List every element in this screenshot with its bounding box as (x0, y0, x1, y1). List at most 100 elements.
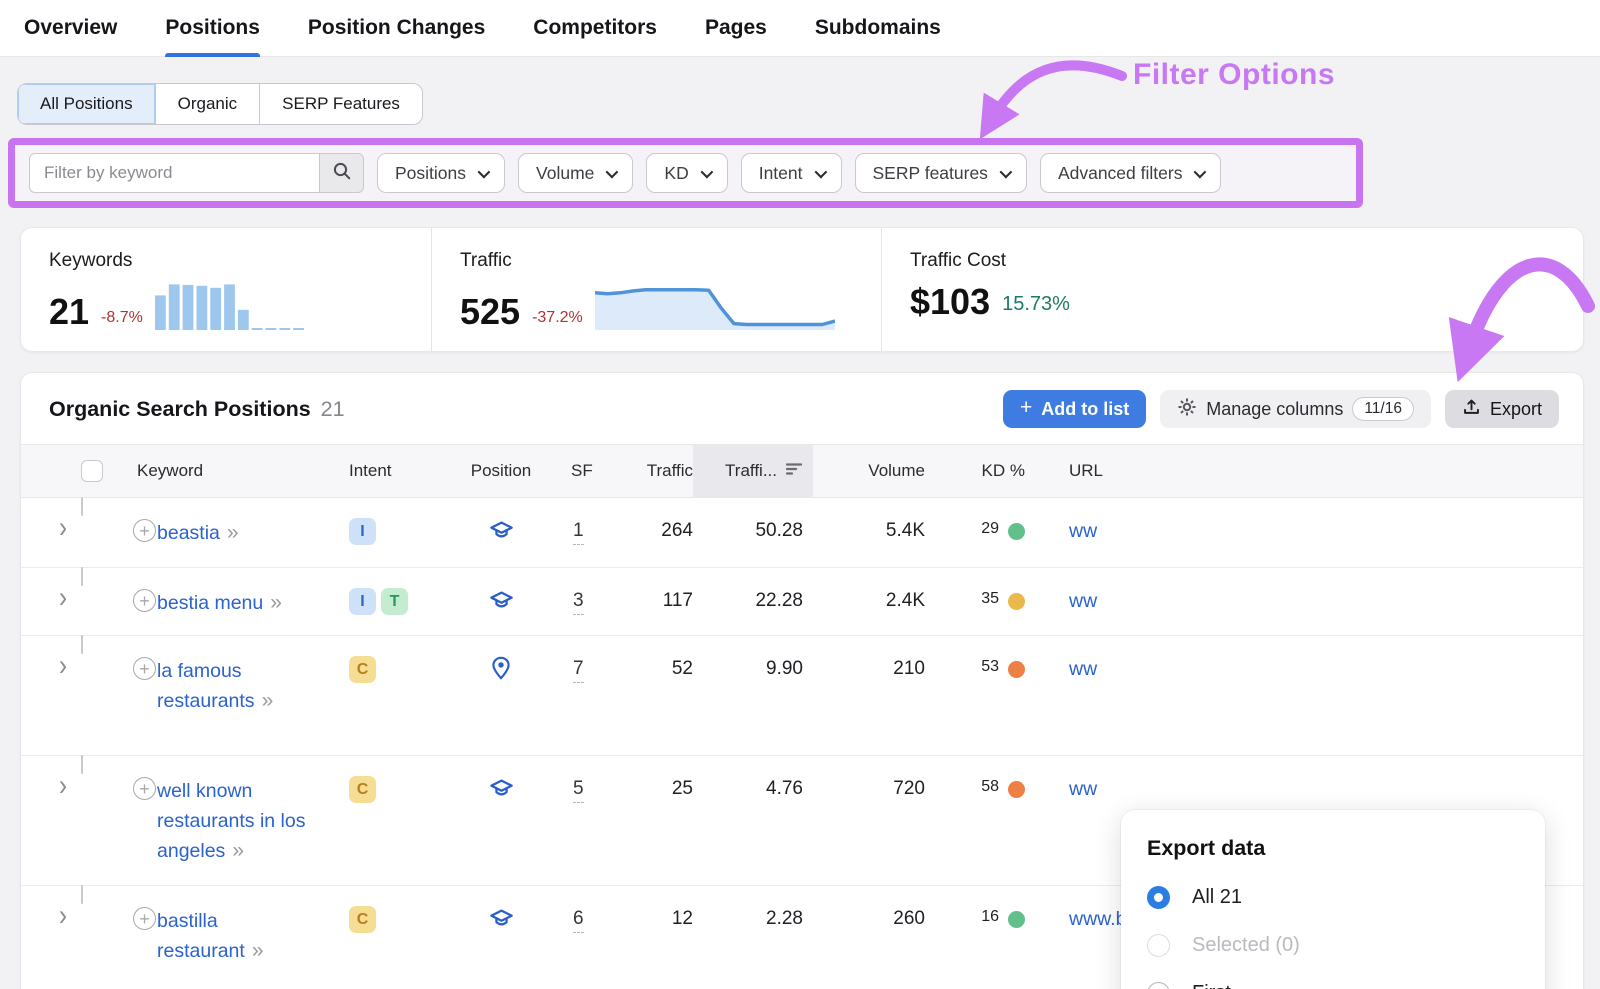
advanced-filters-dropdown[interactable]: Advanced filters (1039, 153, 1222, 193)
nav-item-position-changes[interactable]: Position Changes (307, 16, 486, 39)
column-header-traffic-pct[interactable]: Traffi... (693, 445, 813, 497)
gear-icon (1177, 397, 1197, 422)
tab-serp-features[interactable]: SERP Features (282, 94, 400, 113)
sort-descending-icon (785, 461, 803, 482)
row-expander-icon[interactable]: › (59, 768, 67, 803)
keyword-details-icon[interactable]: » (270, 591, 282, 614)
row-checkbox[interactable] (81, 567, 83, 586)
nav-item-overview[interactable]: Overview (24, 16, 118, 39)
tab-all-positions[interactable]: All Positions (18, 84, 156, 124)
column-header-volume[interactable]: Volume (868, 461, 925, 480)
traffic-pct-value: 4.76 (766, 778, 803, 799)
select-all-checkbox[interactable] (81, 460, 103, 482)
keyword-link[interactable]: beastia (157, 522, 220, 544)
kd-value: 35 (981, 590, 999, 607)
nav-item-pages[interactable]: Pages (704, 16, 767, 39)
traffic-cost-stat-change: 15.73% (1002, 293, 1070, 315)
radio-unselected-icon[interactable] (1147, 982, 1170, 989)
nav-item-competitors[interactable]: Competitors (533, 16, 657, 39)
nav-item-subdomains[interactable]: Subdomains (814, 16, 941, 39)
row-expander-icon[interactable]: › (59, 510, 67, 545)
serp-position-value[interactable]: 1 (573, 520, 584, 545)
volume-filter-dropdown[interactable]: Volume (518, 153, 634, 193)
summary-stats-card: Keywords 21 -8.7% Traffic 525 -37.2% Tra… (20, 227, 1584, 352)
row-checkbox[interactable] (81, 885, 83, 904)
traffic-pct-value: 9.90 (766, 658, 803, 679)
traffic-value: 25 (671, 778, 693, 799)
traffic-cost-stat: Traffic Cost $103 15.73% (881, 228, 1070, 351)
nav-item-positions[interactable]: Positions (165, 0, 260, 57)
export-option-all-label: All 21 (1192, 886, 1243, 908)
graduation-cap-icon (488, 517, 515, 549)
table-title: Organic Search Positions (49, 396, 311, 421)
positions-filter-dropdown[interactable]: Positions (377, 153, 506, 193)
keyword-filter-input[interactable] (29, 153, 319, 193)
add-to-list-button[interactable]: + Add to list (1002, 390, 1147, 428)
result-url[interactable]: ww (1069, 658, 1098, 680)
kd-filter-dropdown[interactable]: KD (646, 153, 728, 193)
table-header-row: Keyword Intent Position SF Traffic Traff… (21, 444, 1583, 498)
row-expander-icon[interactable]: › (59, 898, 67, 933)
serp-features-filter-dropdown[interactable]: SERP features (854, 153, 1027, 193)
result-url[interactable]: ww (1069, 520, 1098, 542)
serp-position-value[interactable]: 6 (573, 908, 584, 933)
result-url[interactable]: ww (1069, 590, 1098, 612)
column-header-position[interactable]: Position (470, 461, 532, 480)
keywords-stat-value: 21 (49, 291, 90, 332)
chevron-down-icon (1194, 165, 1207, 178)
serp-features-filter-label: SERP features (872, 162, 988, 183)
row-checkbox[interactable] (81, 497, 83, 516)
export-option-all[interactable]: All 21 (1147, 886, 1519, 909)
keyword-link[interactable]: bastilla restaurant (157, 910, 245, 962)
serp-position-value[interactable]: 7 (573, 658, 584, 683)
keyword-details-icon[interactable]: » (226, 521, 239, 544)
filter-options-annotation: Filter Options (1133, 58, 1335, 91)
filter-options-arrow (979, 60, 1127, 140)
filter-bar: Positions Volume KD Intent SERP features… (8, 138, 1363, 208)
column-header-traffic[interactable]: Traffic (646, 461, 693, 480)
serp-position-value[interactable]: 5 (573, 778, 584, 803)
row-checkbox[interactable] (81, 635, 83, 654)
intent-filter-dropdown[interactable]: Intent (740, 153, 842, 193)
add-keyword-icon[interactable]: + (133, 519, 156, 542)
table-row: › + beastia » I 1 264 50.28 5.4K 29 ww (21, 497, 1583, 568)
row-expander-icon[interactable]: › (59, 648, 67, 683)
keyword-link[interactable]: bestia menu (157, 592, 264, 614)
result-url[interactable]: ww (1069, 778, 1098, 800)
chevron-down-icon (477, 165, 491, 178)
traffic-stat-label: Traffic (460, 250, 512, 271)
add-keyword-icon[interactable]: + (133, 907, 156, 930)
row-checkbox[interactable] (81, 755, 83, 774)
traffic-stat: Traffic 525 -37.2% (431, 228, 881, 351)
column-header-intent[interactable]: Intent (349, 461, 392, 480)
column-header-keyword[interactable]: Keyword (137, 461, 204, 480)
serp-position-value[interactable]: 3 (573, 590, 584, 615)
add-keyword-icon[interactable]: + (133, 589, 156, 612)
radio-selected-icon[interactable] (1147, 886, 1170, 909)
keyword-search-button[interactable] (319, 153, 364, 193)
add-keyword-icon[interactable]: + (133, 657, 156, 680)
keyword-details-icon[interactable]: » (251, 939, 264, 962)
export-option-first[interactable]: First (1147, 982, 1519, 989)
columns-count-badge: 11/16 (1352, 397, 1414, 421)
column-header-kd[interactable]: KD % (981, 461, 1025, 480)
keyword-details-icon[interactable]: » (261, 689, 274, 712)
column-header-url[interactable]: URL (1069, 461, 1104, 480)
row-expander-icon[interactable]: › (59, 580, 67, 615)
tab-organic[interactable]: Organic (156, 84, 261, 124)
add-keyword-icon[interactable]: + (133, 777, 156, 800)
keywords-stat-change: -8.7% (101, 309, 143, 326)
export-option-selected-label: Selected (0) (1192, 934, 1300, 956)
column-header-sf[interactable]: SF (571, 461, 593, 480)
keyword-link[interactable]: well known restaurants in los angeles (157, 780, 306, 862)
keyword-link[interactable]: la famous restaurants (157, 660, 255, 712)
location-pin-icon (488, 655, 514, 686)
keyword-details-icon[interactable]: » (232, 839, 244, 862)
organic-search-positions-card: Organic Search Positions 21 + Add to lis… (20, 372, 1584, 989)
table-count: 21 (320, 396, 345, 421)
graduation-cap-icon (488, 587, 515, 619)
export-button[interactable]: Export (1444, 390, 1559, 428)
intent-badge-commercial: C (349, 906, 376, 933)
top-nav: Overview Positions Position Changes Comp… (0, 0, 1600, 57)
manage-columns-button[interactable]: Manage columns 11/16 (1160, 390, 1431, 428)
